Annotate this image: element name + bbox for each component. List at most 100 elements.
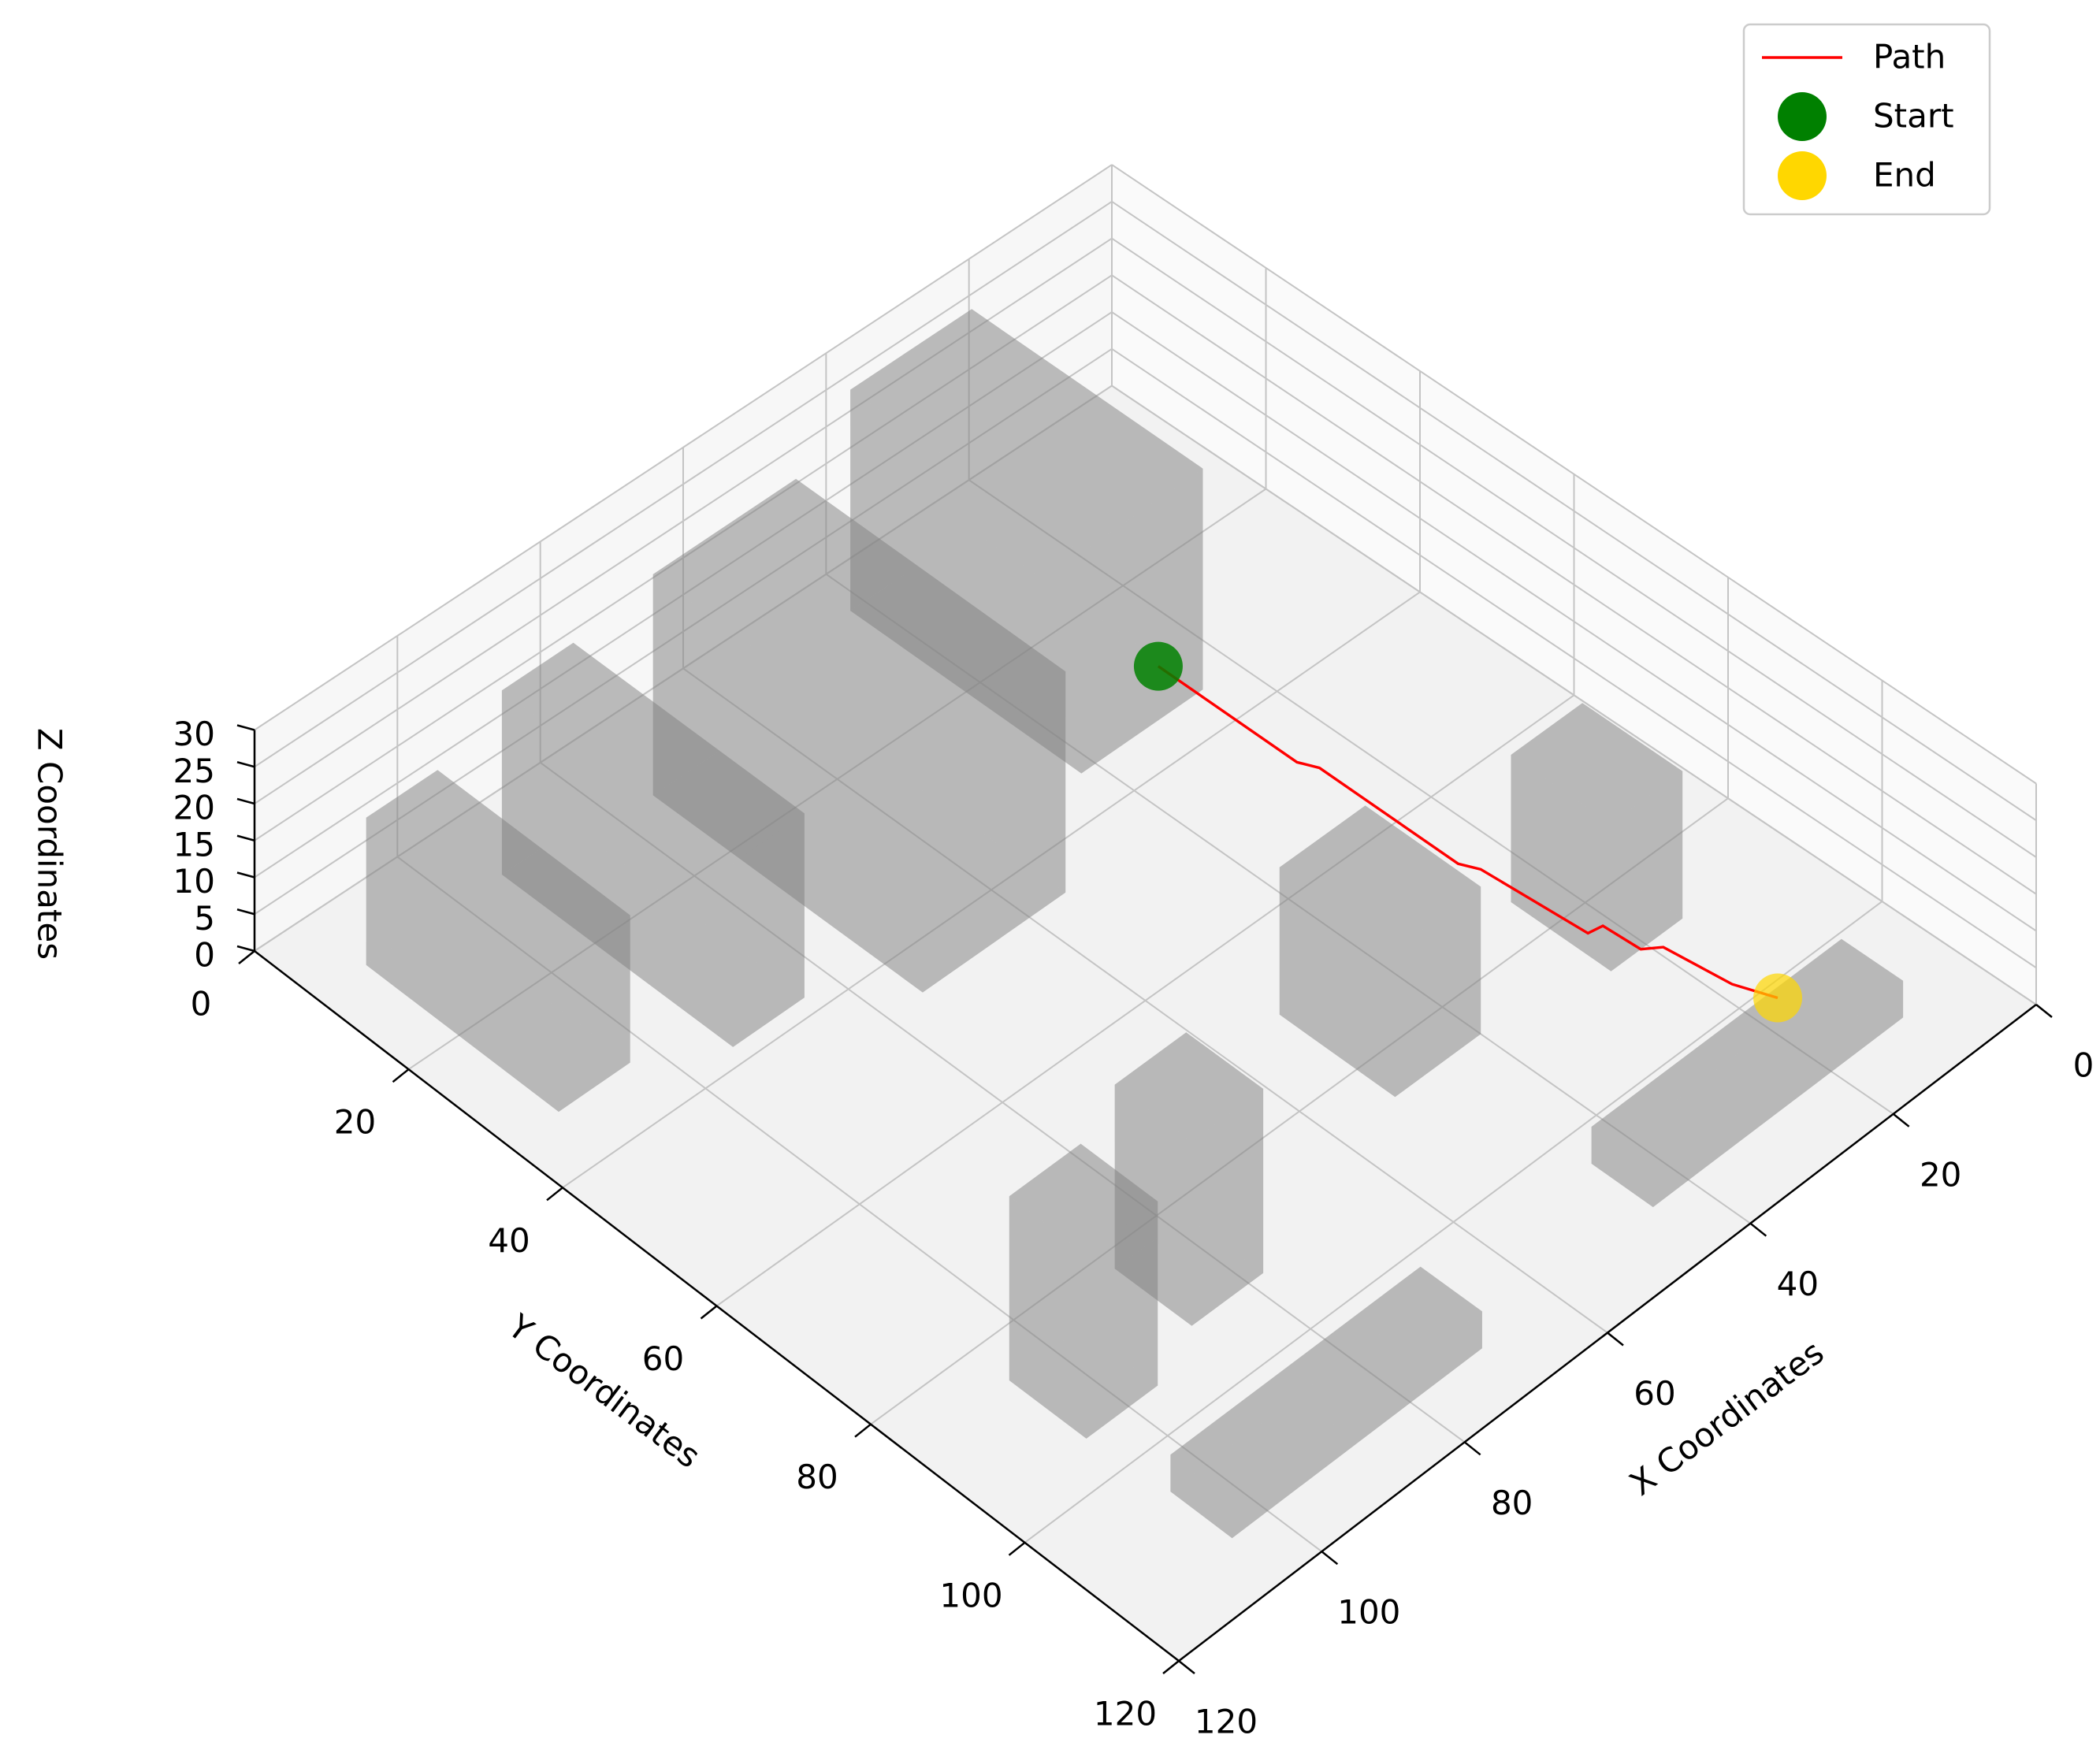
obstacle-face bbox=[1114, 1084, 1192, 1326]
legend: Path Start End bbox=[1742, 23, 1991, 216]
y-tick bbox=[392, 1068, 410, 1083]
obstacle bbox=[1009, 1143, 1158, 1439]
obstacle-face bbox=[1081, 468, 1203, 774]
z-tick bbox=[236, 871, 255, 879]
legend-marker bbox=[1778, 151, 1827, 200]
grid-line bbox=[254, 201, 1113, 768]
grid-line bbox=[254, 348, 1113, 916]
obstacle-face bbox=[1420, 1266, 1482, 1349]
marker-point bbox=[1753, 973, 1803, 1023]
y-tick-label: 60 bbox=[642, 1339, 684, 1378]
y-tick bbox=[238, 950, 255, 964]
obstacle-face bbox=[501, 642, 805, 864]
z-axis-title: Z Coordinates bbox=[31, 728, 69, 960]
obstacle-face bbox=[1582, 703, 1683, 919]
y-tick bbox=[700, 1305, 718, 1320]
obstacle-face bbox=[733, 813, 805, 1047]
legend-label: Path bbox=[1873, 38, 1946, 76]
z-tick-label: 5 bbox=[194, 899, 215, 938]
z-tick bbox=[236, 945, 255, 953]
obstacle-face bbox=[850, 389, 1082, 774]
obstacle-face bbox=[1009, 1328, 1158, 1439]
y-tick-label: 120 bbox=[1094, 1695, 1157, 1733]
obstacle bbox=[1511, 703, 1683, 971]
z-tick bbox=[236, 834, 255, 841]
x-tick-label: 120 bbox=[1195, 1703, 1258, 1741]
grid-line bbox=[562, 591, 1421, 1189]
x-tick-label: 100 bbox=[1337, 1593, 1400, 1632]
obstacle-face bbox=[1841, 938, 1904, 1018]
obstacle-face bbox=[1170, 1266, 1421, 1492]
x-axis-title: X Coordinates bbox=[1622, 1332, 1831, 1503]
y-tick-label: 0 bbox=[191, 985, 212, 1023]
obstacle-face bbox=[652, 478, 797, 796]
obstacle-face bbox=[796, 478, 1066, 893]
grid-line bbox=[1111, 274, 2037, 895]
y-tick bbox=[854, 1423, 872, 1438]
x-tick bbox=[1178, 1660, 1195, 1674]
obstacle-face bbox=[1086, 1201, 1158, 1439]
obstacle-face bbox=[1511, 703, 1683, 824]
z-tick-label: 0 bbox=[194, 936, 215, 975]
grid-line bbox=[1111, 348, 2037, 969]
obstacle-face bbox=[501, 827, 805, 1047]
grid-line bbox=[254, 311, 1113, 879]
obstacle bbox=[501, 642, 805, 1047]
grid-line bbox=[1111, 164, 2037, 785]
obstacle-face bbox=[1279, 867, 1396, 1098]
grid-line bbox=[1111, 384, 2037, 1005]
obstacle-face bbox=[366, 917, 630, 1113]
obstacle-face bbox=[1191, 1088, 1264, 1326]
z-tick-label: 10 bbox=[173, 862, 215, 901]
obstacle-face bbox=[1652, 980, 1904, 1208]
obstacle bbox=[1114, 1032, 1264, 1326]
z-tick bbox=[236, 724, 255, 731]
z-tick-label: 15 bbox=[173, 825, 215, 864]
y-tick bbox=[1162, 1660, 1180, 1674]
grid-line bbox=[254, 164, 1113, 731]
obstacle-face bbox=[1611, 771, 1683, 971]
z-tick bbox=[236, 761, 255, 768]
y-tick-label: 100 bbox=[939, 1576, 1002, 1614]
obstacle-face bbox=[1170, 1454, 1232, 1539]
obstacle-face bbox=[850, 529, 1203, 774]
grid-line bbox=[715, 694, 1575, 1307]
obstacle-face bbox=[1114, 1216, 1264, 1326]
obstacle-face bbox=[922, 671, 1066, 993]
obstacle-face bbox=[1009, 1143, 1081, 1380]
obstacle-face bbox=[1511, 703, 1583, 902]
legend-label: End bbox=[1873, 156, 1936, 195]
obstacle bbox=[1279, 805, 1481, 1098]
obstacle-face bbox=[1279, 953, 1481, 1098]
obstacle-face bbox=[1232, 1311, 1482, 1539]
obstacle-face bbox=[1186, 1032, 1264, 1273]
obstacle-face bbox=[573, 642, 805, 998]
x-tick bbox=[1892, 1113, 1910, 1127]
obstacle-face bbox=[1395, 886, 1481, 1098]
obstacle-face bbox=[850, 309, 972, 611]
y-tick-label: 20 bbox=[334, 1103, 376, 1142]
obstacle-face bbox=[972, 309, 1203, 690]
obstacle-face bbox=[652, 700, 1066, 993]
y-tick-label: 40 bbox=[488, 1221, 530, 1260]
marker-point bbox=[1133, 641, 1183, 691]
y-axis-title: Y Coordinates bbox=[500, 1306, 708, 1476]
x-tick bbox=[1463, 1441, 1481, 1456]
legend-marker bbox=[1778, 92, 1827, 141]
x-tick bbox=[2035, 1004, 2053, 1018]
obstacle-face bbox=[1009, 1143, 1158, 1255]
obstacle-face bbox=[1114, 1032, 1264, 1142]
obstacle-face bbox=[1114, 1032, 1187, 1269]
x-tick bbox=[1607, 1332, 1624, 1347]
x-tick bbox=[1749, 1222, 1767, 1237]
obstacle-face bbox=[501, 690, 734, 1047]
x-tick-label: 20 bbox=[1920, 1155, 1961, 1194]
grid-line bbox=[1111, 201, 2037, 822]
obstacle-face bbox=[366, 770, 630, 965]
obstacle-face bbox=[1279, 805, 1366, 1015]
obstacle bbox=[1170, 1266, 1482, 1539]
z-tick bbox=[236, 797, 255, 805]
obstacle-face bbox=[559, 915, 630, 1113]
obstacle-face bbox=[1365, 805, 1481, 1035]
